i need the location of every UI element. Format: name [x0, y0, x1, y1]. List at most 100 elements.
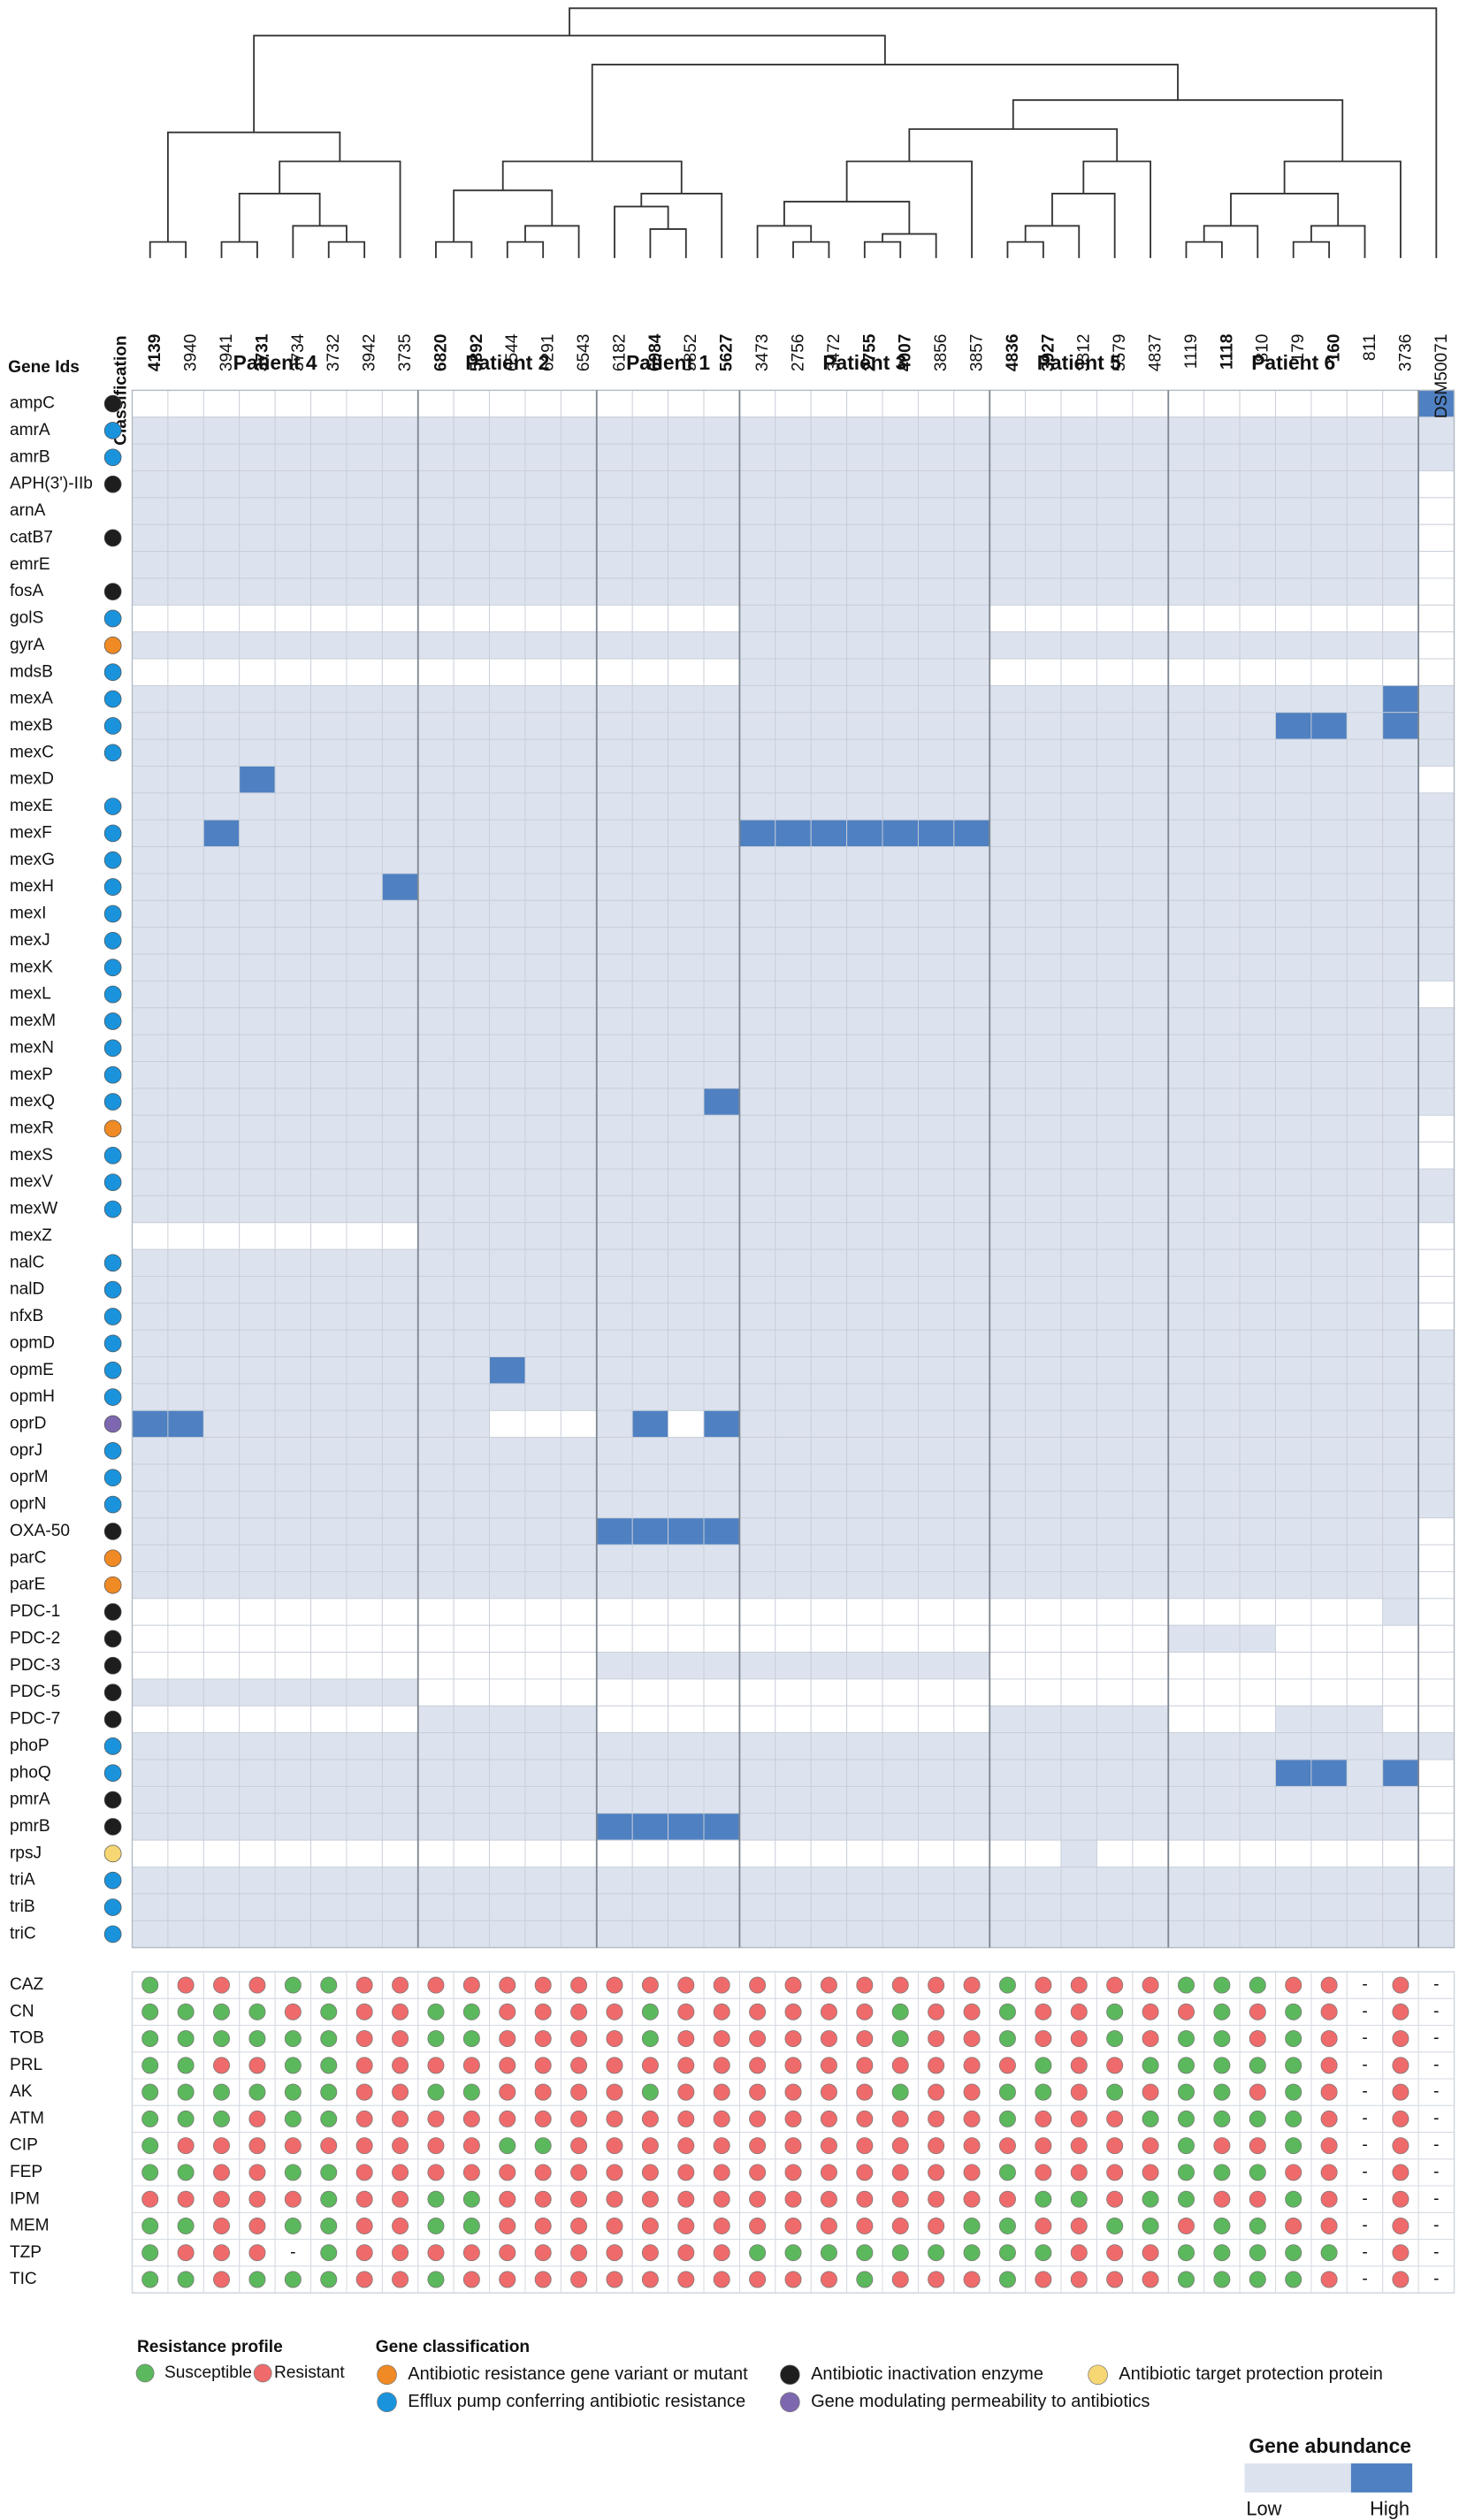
heat-cell [417, 1920, 455, 1949]
resistance-dot [534, 2057, 552, 2074]
heat-cell [989, 953, 1027, 981]
heat-cell [417, 577, 455, 606]
heat-cell [1167, 953, 1205, 981]
heat-cell [668, 1705, 705, 1734]
heat-cell [738, 1705, 776, 1734]
resistance-na: - [1433, 2136, 1439, 2155]
heat-cell [846, 389, 883, 418]
heat-cell [167, 1705, 204, 1734]
heat-cell [738, 1168, 776, 1196]
heat-cell [524, 819, 561, 848]
resistance-dot [1142, 2137, 1159, 2155]
heat-cell [668, 523, 705, 553]
heat-cell [1203, 1409, 1241, 1439]
heat-cell [453, 684, 491, 714]
heat-cell [1096, 1168, 1134, 1196]
resistance-dot [677, 1976, 695, 1994]
heat-cell [1132, 1007, 1169, 1035]
heat-cell [1310, 1222, 1348, 1250]
heat-cell [1382, 1813, 1419, 1841]
heat-cell [1417, 1222, 1455, 1250]
resistance-dot [1213, 2164, 1231, 2181]
heat-cell [1275, 1302, 1312, 1331]
resistance-dot [141, 2190, 159, 2208]
heat-cell [167, 1490, 204, 1519]
heat-cell [202, 497, 241, 525]
resistance-dot [1320, 2083, 1338, 2101]
heat-cell [1203, 1785, 1241, 1814]
resistance-dot [1035, 2030, 1052, 2048]
heat-cell [1275, 631, 1312, 660]
heat-cell [453, 1007, 491, 1035]
resistance-dot [1142, 1976, 1159, 1994]
heat-cell [132, 766, 169, 794]
heat-cell [1203, 1222, 1241, 1250]
heat-cell [1060, 416, 1097, 445]
heat-cell [310, 1598, 348, 1626]
heat-cell [274, 712, 311, 740]
heat-cell [274, 1463, 311, 1492]
heat-cell [132, 551, 169, 579]
heat-cell [346, 1061, 383, 1089]
heat-cell [1382, 1598, 1419, 1626]
heat-cell [202, 1517, 241, 1546]
heat-cell [274, 846, 311, 874]
heat-cell [1060, 1195, 1097, 1224]
heat-cell [1132, 1061, 1169, 1089]
heat-cell [381, 443, 419, 471]
heat-cell [846, 1142, 883, 1170]
heat-cell [1417, 1867, 1455, 1895]
heat-cell [381, 470, 419, 499]
colorscale-high: High [1370, 2498, 1409, 2520]
heat-cell [810, 631, 848, 660]
heat-cell [202, 1785, 241, 1814]
class-dot [103, 637, 122, 654]
heat-cell [810, 1249, 848, 1277]
heat-cell [1132, 443, 1169, 471]
resistance-dot [499, 2030, 516, 2048]
heat-cell [989, 1785, 1027, 1814]
resistance-dot [141, 2110, 159, 2127]
heat-cell [1096, 1007, 1134, 1035]
resistance-dot [998, 2164, 1016, 2181]
heat-cell [310, 1114, 348, 1143]
heat-cell [810, 1867, 848, 1895]
dendrogram-link [908, 128, 1119, 162]
heat-cell [274, 1705, 311, 1734]
heat-cell [346, 1598, 383, 1626]
heat-cell [1096, 1195, 1134, 1224]
heat-cell [239, 1195, 276, 1224]
antibiotic-label: FEP [10, 2163, 42, 2181]
heat-cell [274, 1813, 311, 1841]
heat-cell [560, 1839, 598, 1867]
resistance-na: - [1433, 2163, 1439, 2181]
heat-cell [202, 766, 241, 794]
heat-cell [1203, 1624, 1241, 1653]
heat-cell [202, 1437, 241, 1465]
antibiotic-label: TIC [10, 2270, 37, 2288]
heat-cell [738, 658, 776, 686]
heat-cell [1203, 497, 1241, 525]
resistance-dot [677, 2217, 695, 2234]
resistance-dot [1035, 2137, 1052, 2155]
heat-cell [631, 684, 669, 714]
heat-cell [1310, 523, 1348, 553]
heat-cell [560, 953, 598, 981]
gene-label: mexP [10, 1065, 53, 1084]
heat-cell [1060, 1437, 1097, 1465]
heat-cell [239, 1329, 276, 1358]
resistance-dot [891, 2110, 909, 2127]
heat-cell [1167, 1759, 1205, 1787]
heat-cell [1025, 1195, 1062, 1224]
class-dot [103, 1603, 122, 1621]
heat-cell [1239, 1275, 1276, 1304]
heat-cell [560, 1114, 598, 1143]
heat-cell [1060, 1034, 1097, 1062]
heat-cell [668, 1142, 705, 1170]
heat-cell [1060, 1598, 1097, 1626]
column-label: 6291 [539, 334, 558, 372]
column-label: 3857 [967, 334, 986, 372]
group-label: Patient 3 [822, 351, 906, 374]
heat-cell [1060, 1088, 1097, 1116]
heat-cell [953, 766, 990, 794]
